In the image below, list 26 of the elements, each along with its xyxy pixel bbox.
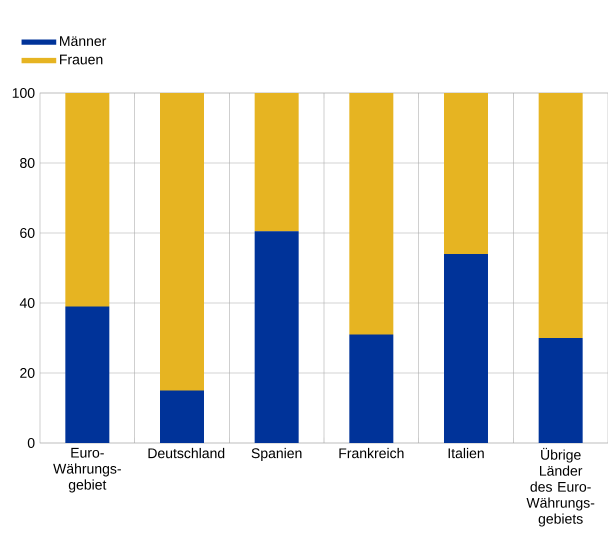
- x-tick-label: Übrige Länder des Euro-Währungs-gebiets: [526, 448, 594, 527]
- y-tick-label: 80: [20, 158, 35, 168]
- bar: [538, 92, 583, 338]
- bar: [160, 390, 204, 443]
- bar: [65, 92, 110, 306]
- bar: [444, 254, 488, 443]
- bar: [349, 334, 394, 443]
- y-tick-label: 0: [28, 438, 35, 448]
- bar: [444, 92, 488, 254]
- y-tick-label: 60: [20, 228, 35, 238]
- x-tick-label: Frankreich: [339, 448, 404, 458]
- bar: [160, 92, 204, 390]
- x-tick-label: Italien: [448, 448, 484, 458]
- bar: [349, 92, 394, 334]
- x-tick-label: Spanien: [252, 448, 302, 461]
- bar: [538, 338, 583, 443]
- y-tick-label: 100: [12, 88, 35, 98]
- x-tick-label: Deutschland: [148, 448, 224, 458]
- legend-label: Männer: [60, 36, 106, 46]
- y-tick-label: 20: [20, 368, 35, 378]
- y-tick-label: 40: [20, 298, 35, 308]
- legend-label: Frauen: [60, 54, 102, 64]
- bar: [254, 231, 299, 443]
- bar: [65, 306, 110, 443]
- bar: [254, 92, 299, 232]
- x-tick-label: Euro-Währungs-gebiet: [53, 448, 121, 492]
